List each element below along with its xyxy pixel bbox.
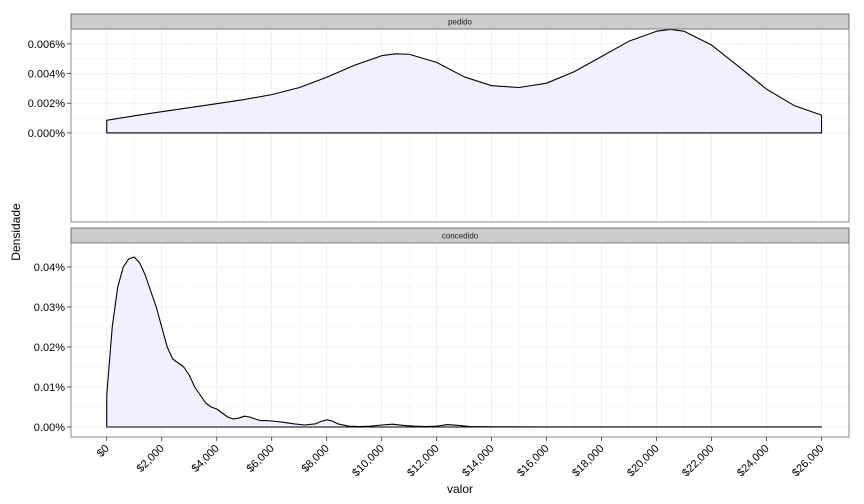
panel-pedido-y-axis: 0.000% 0.002% 0.004% 0.006% bbox=[28, 39, 71, 140]
x-tick-label: $20,000 bbox=[625, 443, 662, 480]
y-tick-label: 0.002% bbox=[28, 98, 66, 110]
x-tick-label: $12,000 bbox=[405, 443, 442, 480]
x-tick-label: $26,000 bbox=[790, 443, 827, 480]
y-tick-label: 0.04% bbox=[34, 262, 65, 274]
x-tick-label: $24,000 bbox=[735, 443, 772, 480]
x-tick-label: $14,000 bbox=[460, 443, 497, 480]
y-tick-label: 0.00% bbox=[34, 422, 65, 434]
x-tick-label: $16,000 bbox=[515, 443, 552, 480]
y-tick-label: 0.02% bbox=[34, 342, 65, 354]
x-tick-label: $22,000 bbox=[680, 443, 717, 480]
x-axis-title: valor bbox=[447, 482, 473, 496]
x-tick-label: $18,000 bbox=[570, 443, 607, 480]
x-tick-label: $10,000 bbox=[350, 443, 387, 480]
panel-pedido: pedido 0.000% 0.002% 0.004% 0.006% bbox=[28, 13, 850, 223]
panel-concedido: concedido 0.00% 0.01% 0.02% 0.03% 0.04% bbox=[34, 227, 850, 438]
panel-pedido-border bbox=[70, 28, 850, 223]
panel-concedido-strip-label: concedido bbox=[442, 232, 479, 241]
x-tick-label: $8,000 bbox=[300, 443, 332, 475]
panel-pedido-strip-label: pedido bbox=[448, 18, 473, 27]
x-tick-label: $4,000 bbox=[190, 443, 222, 475]
y-tick-label: 0.01% bbox=[34, 382, 65, 394]
panel-concedido-y-axis: 0.00% 0.01% 0.02% 0.03% 0.04% bbox=[34, 262, 71, 434]
x-tick-label: $2,000 bbox=[135, 443, 167, 475]
y-tick-label: 0.006% bbox=[28, 39, 66, 51]
panel-concedido-border bbox=[70, 242, 850, 438]
y-tick-label: 0.000% bbox=[28, 128, 66, 140]
x-tick-label: $6,000 bbox=[245, 443, 277, 475]
panel-concedido-density-area bbox=[106, 256, 823, 428]
y-axis-title: Densidade bbox=[9, 203, 23, 261]
x-tick-label: $0 bbox=[95, 443, 112, 460]
panel-pedido-density-area bbox=[106, 28, 823, 134]
y-tick-label: 0.03% bbox=[34, 302, 65, 314]
x-axis: $0 $2,000 $4,000 $6,000 $8,000 $10,000 $12,000… bbox=[95, 437, 827, 479]
y-tick-label: 0.004% bbox=[28, 69, 66, 81]
